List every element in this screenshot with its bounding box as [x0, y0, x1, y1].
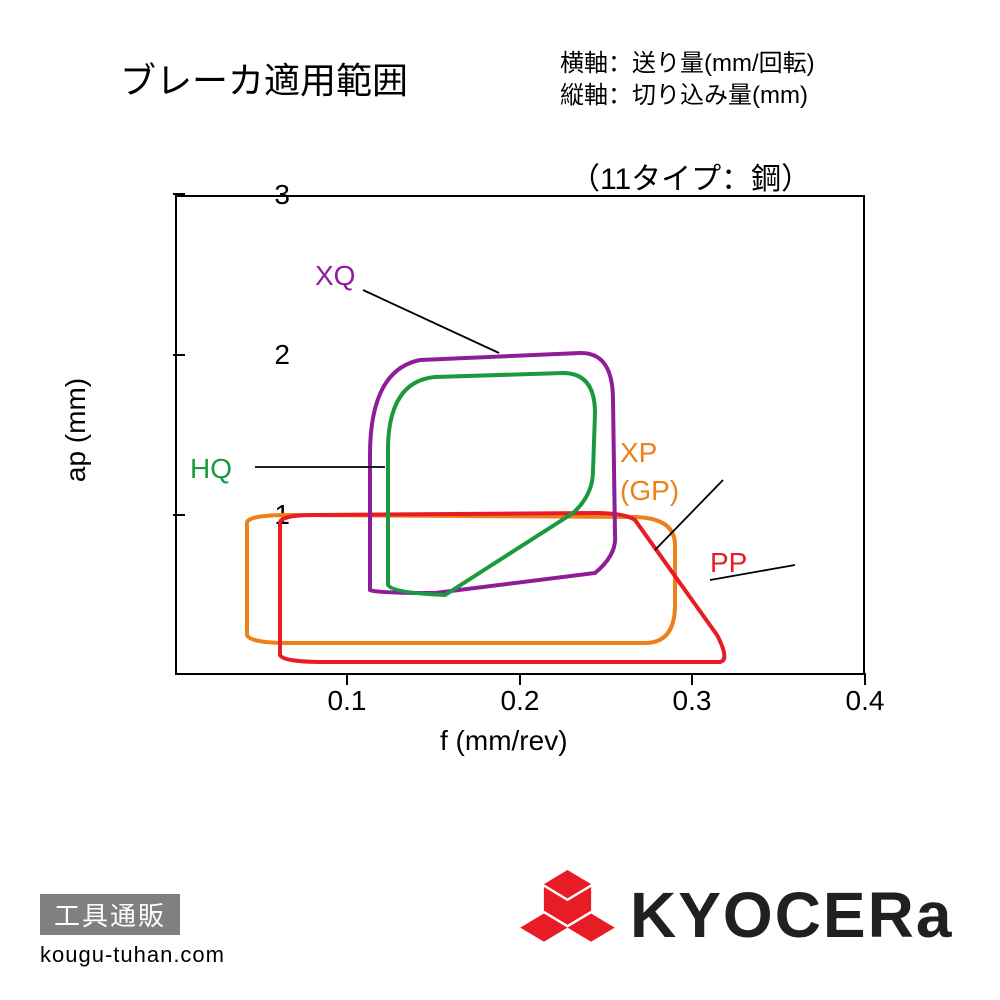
- kyocera-logo: KYOCERa: [520, 870, 960, 960]
- xtick-label: 0.4: [846, 685, 885, 717]
- y-axis-label: ap (mm): [60, 378, 92, 482]
- vendor-url: kougu-tuhan.com: [40, 942, 225, 968]
- leader-xq: [363, 290, 499, 353]
- xtick-label: 0.1: [328, 685, 367, 717]
- chart: ap (mm) f (mm/rev) 3 2 1 0.1 0.2 0.3 0.4…: [60, 195, 880, 775]
- leader-xp: [655, 480, 723, 550]
- axis-notes: 横軸：送り量(mm/回転) 縦軸：切り込み量(mm): [560, 48, 815, 113]
- leader-lines: [175, 195, 865, 675]
- kyocera-logo-text: KYOCERa: [630, 878, 953, 952]
- xtick-label: 0.3: [673, 685, 712, 717]
- x-axis-label: f (mm/rev): [440, 725, 568, 757]
- axis-note-y: 縦軸：切り込み量(mm): [560, 80, 815, 112]
- page-title: ブレーカ適用範囲: [120, 52, 408, 104]
- xtick-label: 0.2: [501, 685, 540, 717]
- axis-note-x: 横軸：送り量(mm/回転): [560, 48, 815, 80]
- kyocera-logo-icon: [520, 870, 615, 955]
- vendor-badge: 工具通販: [40, 894, 180, 935]
- chart-subtitle: （11タイプ：鋼）: [570, 154, 811, 198]
- leader-pp: [710, 565, 795, 580]
- footer: 工具通販 kougu-tuhan.com KYOCERa: [0, 850, 1000, 970]
